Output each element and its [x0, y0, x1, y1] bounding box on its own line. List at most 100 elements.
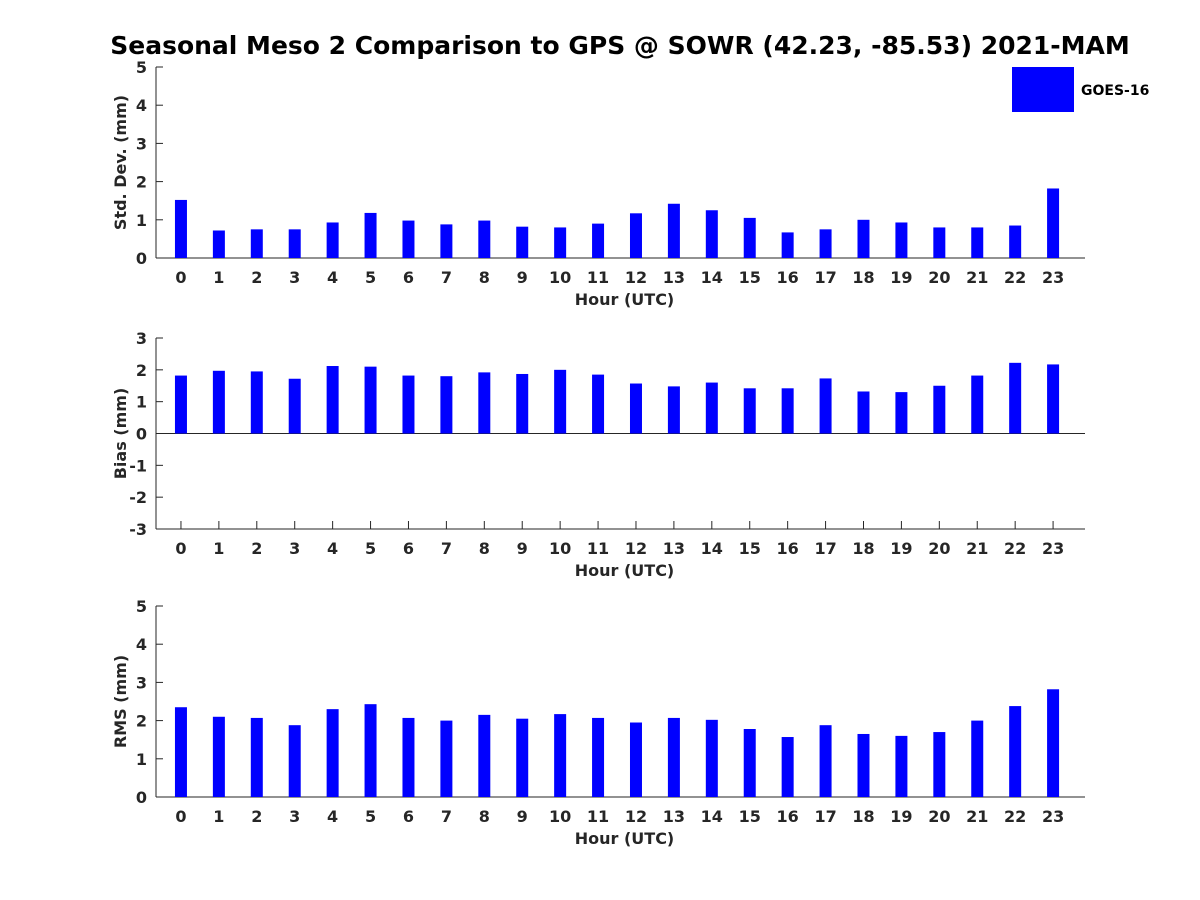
x-tick-label: 6 — [403, 807, 414, 826]
x-tick-label: 16 — [777, 807, 799, 826]
x-tick-label: 0 — [175, 539, 186, 558]
x-tick-label: 23 — [1042, 807, 1064, 826]
bar — [933, 385, 946, 434]
bar — [743, 388, 756, 434]
x-tick-label: 19 — [890, 807, 912, 826]
y-tick-label: -1 — [129, 456, 147, 475]
bar — [857, 219, 870, 258]
bar — [629, 722, 642, 797]
y-tick-label: 2 — [136, 361, 147, 380]
x-tick-label: 11 — [587, 807, 609, 826]
x-tick-label: 20 — [928, 539, 950, 558]
bar — [516, 226, 529, 258]
x-tick-label: 4 — [327, 539, 338, 558]
x-tick-label: 2 — [251, 807, 262, 826]
bar — [592, 374, 605, 434]
x-tick-label: 11 — [587, 268, 609, 287]
bar — [402, 717, 415, 797]
bar — [743, 729, 756, 797]
y-tick-label: 0 — [136, 249, 147, 268]
legend-swatch — [1012, 67, 1074, 112]
bar — [364, 212, 377, 258]
bar — [174, 199, 187, 258]
bar — [781, 388, 794, 434]
x-tick-label: 8 — [479, 807, 490, 826]
bar — [174, 375, 187, 434]
bar — [478, 220, 491, 258]
bar — [592, 223, 605, 258]
x-tick-label: 3 — [289, 268, 300, 287]
bar — [1009, 362, 1022, 434]
bar — [1009, 706, 1022, 797]
bar — [364, 704, 377, 797]
bar — [781, 232, 794, 258]
bar — [478, 372, 491, 434]
bar — [667, 386, 680, 434]
x-tick-label: 19 — [890, 268, 912, 287]
x-tick-label: 6 — [403, 268, 414, 287]
x-tick-label: 6 — [403, 539, 414, 558]
x-tick-label: 21 — [966, 268, 988, 287]
bar — [895, 392, 908, 434]
x-tick-label: 15 — [739, 539, 761, 558]
bar — [402, 375, 415, 434]
bar — [667, 717, 680, 797]
x-tick-label: 12 — [625, 807, 647, 826]
bar — [819, 378, 832, 434]
x-tick-label: 8 — [479, 268, 490, 287]
bar — [629, 383, 642, 434]
y-tick-label: 5 — [136, 58, 147, 77]
legend-label: GOES-16 — [1081, 83, 1149, 99]
bar — [819, 229, 832, 258]
bar — [326, 222, 339, 258]
x-tick-label: 17 — [814, 807, 836, 826]
legend: GOES-16 — [1012, 67, 1149, 112]
x-tick-label: 13 — [663, 268, 685, 287]
x-tick-label: 1 — [213, 539, 224, 558]
x-tick-label: 16 — [777, 268, 799, 287]
x-tick-label: 7 — [441, 268, 452, 287]
x-tick-label: 10 — [549, 539, 571, 558]
bar — [1047, 364, 1060, 434]
x-tick-label: 17 — [814, 539, 836, 558]
bar — [705, 382, 718, 434]
x-tick-label: 10 — [549, 268, 571, 287]
x-tick-label: 2 — [251, 539, 262, 558]
bar — [288, 725, 301, 797]
x-tick-label: 3 — [289, 539, 300, 558]
x-tick-label: 20 — [928, 807, 950, 826]
y-tick-label: 0 — [136, 425, 147, 444]
x-tick-label: 17 — [814, 268, 836, 287]
bar — [440, 720, 453, 797]
bar — [402, 220, 415, 258]
x-tick-label: 18 — [852, 807, 874, 826]
x-tick-label: 9 — [517, 268, 528, 287]
x-tick-label: 23 — [1042, 268, 1064, 287]
bar — [478, 714, 491, 797]
x-tick-label: 14 — [701, 807, 723, 826]
x-tick-label: 5 — [365, 268, 376, 287]
x-tick-label: 22 — [1004, 268, 1026, 287]
x-tick-label: 20 — [928, 268, 950, 287]
x-tick-label: 4 — [327, 807, 338, 826]
y-tick-label: 3 — [136, 134, 147, 153]
bar — [781, 737, 794, 797]
bar — [743, 217, 756, 258]
bar — [326, 709, 339, 797]
bar — [819, 725, 832, 797]
bar — [174, 707, 187, 797]
bar — [250, 717, 263, 797]
bar — [288, 378, 301, 434]
x-tick-label: 14 — [701, 539, 723, 558]
bar — [895, 735, 908, 797]
x-tick-label: 0 — [175, 807, 186, 826]
bar — [933, 732, 946, 797]
y-tick-label: 1 — [136, 211, 147, 230]
x-tick-label: 8 — [479, 539, 490, 558]
bar — [288, 229, 301, 258]
bar — [629, 213, 642, 258]
x-tick-label: 3 — [289, 807, 300, 826]
x-tick-label: 23 — [1042, 539, 1064, 558]
x-tick-label: 11 — [587, 539, 609, 558]
